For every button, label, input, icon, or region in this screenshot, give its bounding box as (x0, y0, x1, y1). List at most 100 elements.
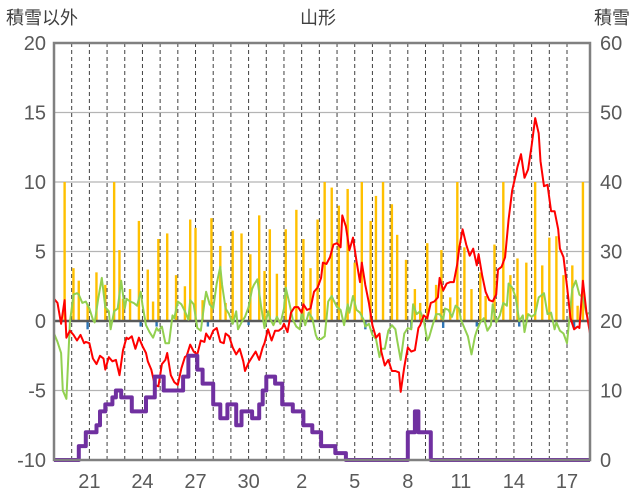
chart-title: 山形 (300, 8, 336, 29)
precip-bar (258, 215, 261, 321)
temperature-line (53, 117, 591, 393)
precip-neg-bar (206, 321, 210, 327)
precip-bar (479, 272, 482, 321)
left-tick-label: 0 (35, 311, 46, 333)
precip-neg-bar (155, 321, 158, 327)
precip-bar (426, 243, 429, 321)
left-tick-label: -5 (28, 381, 46, 403)
right-tick-label: 20 (600, 311, 622, 333)
right-tick-label: 30 (600, 242, 622, 264)
precip-bar (146, 269, 149, 321)
precip-bar (395, 234, 399, 321)
x-tick-label: 30 (237, 471, 259, 493)
precip-bar (404, 259, 408, 321)
precip-neg-bar (139, 321, 142, 327)
precip-bar (284, 229, 287, 321)
precip-bar (86, 304, 89, 321)
left-axis-title: 積雪以外 (6, 8, 78, 29)
left-tick-label: -10 (17, 450, 46, 472)
precip-bar (369, 220, 372, 321)
precip-bar (121, 298, 125, 321)
right-tick-label: 60 (600, 33, 622, 55)
precip-bar (493, 244, 496, 321)
precip-bar (128, 289, 132, 321)
precip-bar (275, 273, 279, 321)
x-tick-label: 21 (78, 471, 100, 493)
precip-bar (463, 247, 466, 321)
sunshine-line (53, 265, 591, 400)
x-tick-label: 5 (349, 471, 360, 493)
precip-neg-bar (475, 321, 478, 327)
precip-bar (555, 236, 558, 321)
precip-bar (219, 245, 222, 321)
precip-bar (456, 182, 459, 321)
precip-bar (137, 220, 141, 321)
precip-neg-bar (86, 321, 89, 330)
precip-bar (413, 289, 417, 321)
precip-bar (323, 182, 326, 321)
precip-bar (95, 272, 98, 321)
precip-bar (263, 270, 266, 321)
precip-bar (548, 237, 551, 321)
left-tick-label: 20 (24, 33, 46, 55)
precip-bar (449, 297, 452, 321)
x-tick-label: 14 (503, 471, 525, 493)
precip-bar (541, 265, 544, 321)
precip-bar (309, 268, 312, 321)
precip-bar (183, 286, 187, 321)
precip-bar (240, 233, 243, 321)
precip-bar (360, 182, 364, 321)
snow-depth-line (54, 353, 590, 462)
plot-area-border (52, 41, 592, 462)
precip-bar (434, 284, 438, 321)
x-axis-ticks: 21 24 27 30 2 5 8 11 14 17 (78, 471, 578, 493)
right-axis-ticks: 60 50 40 30 20 10 0 (600, 33, 622, 472)
precip-bar (174, 275, 178, 321)
x-tick-label: 24 (131, 471, 153, 493)
precip-bar (63, 182, 66, 321)
precip-bar (390, 204, 394, 321)
precip-bar (353, 262, 356, 321)
precip-bar (231, 230, 234, 321)
precip-bar (533, 182, 537, 321)
precip-bar (224, 302, 227, 321)
precip-bar (509, 275, 512, 321)
right-axis-title: 積雪 (594, 8, 630, 29)
precip-neg-bar (441, 321, 445, 328)
right-tick-label: 40 (600, 172, 622, 194)
precip-bar (484, 295, 487, 321)
left-tick-label: 15 (24, 103, 46, 125)
left-axis-ticks: 20 15 10 5 0 -5 -10 (17, 33, 46, 472)
x-tick-label: 17 (556, 471, 578, 493)
precip-bar (502, 182, 505, 321)
precip-bar (166, 233, 169, 321)
left-tick-label: 10 (24, 172, 46, 194)
right-tick-label: 0 (600, 450, 611, 472)
precip-bar (381, 182, 385, 321)
precip-bar (525, 262, 528, 321)
right-tick-label: 10 (600, 381, 622, 403)
precip-bar (562, 275, 565, 321)
precip-bar (576, 305, 579, 321)
horizontal-gridlines (54, 111, 590, 392)
left-tick-label: 5 (35, 242, 46, 264)
precip-bar (581, 182, 585, 321)
precip-bar (316, 219, 319, 321)
precip-neg-bar (572, 321, 576, 328)
precip-bar (77, 280, 80, 321)
precip-neg-bar (247, 321, 250, 326)
x-tick-label: 11 (450, 471, 471, 493)
precip-bar (268, 229, 272, 321)
precip-bar (151, 301, 155, 321)
precip-bar (118, 250, 121, 321)
precip-bar (189, 219, 192, 321)
precip-bar (157, 238, 160, 321)
precip-bar (249, 254, 252, 321)
x-tick-label: 8 (402, 471, 413, 493)
precip-bar (302, 238, 305, 321)
precip-bar (112, 182, 116, 321)
precip-bar (337, 205, 341, 321)
precip-neg-bar (518, 321, 521, 327)
precip-bar (346, 188, 349, 321)
